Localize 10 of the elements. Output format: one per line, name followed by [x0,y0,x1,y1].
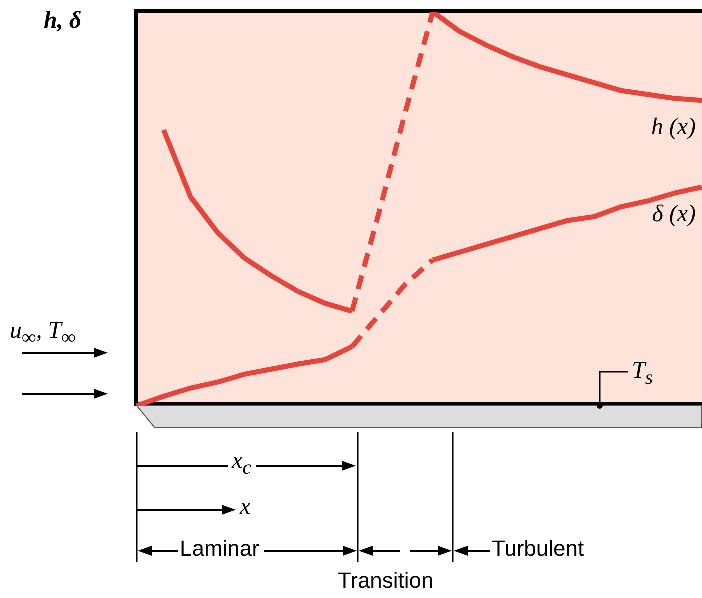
text: Transition [338,568,434,594]
text: Turbulent [492,536,584,562]
text: x$_{c}$ [228,448,256,480]
text: u$_{∞}$, T$_{∞}$ [10,318,76,350]
text: x [240,494,251,521]
series-label: h (x) [651,114,696,141]
text: Laminar [178,536,262,562]
annotation: T$_{s}$ [632,358,654,390]
series-label: δ (x) [652,201,696,228]
y-axis-title: h, δ [44,8,82,35]
